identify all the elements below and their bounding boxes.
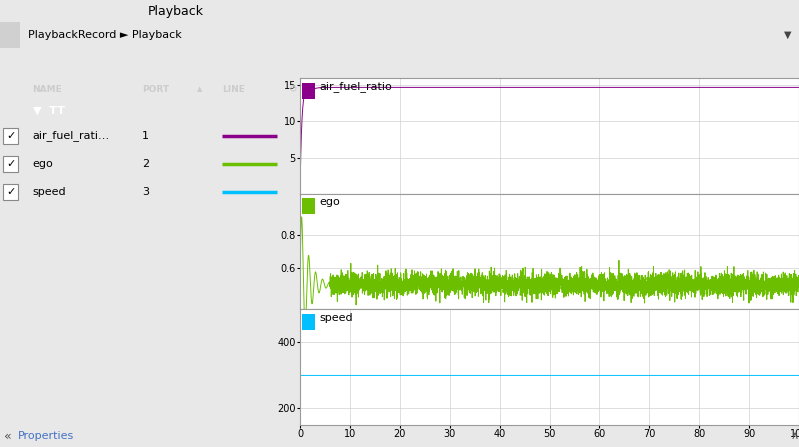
Text: LINE: LINE	[222, 84, 244, 93]
Text: NAME: NAME	[32, 84, 62, 93]
Text: air_fuel_ratio: air_fuel_ratio	[319, 81, 392, 93]
Text: air_fuel_rati…: air_fuel_rati…	[32, 131, 109, 141]
Bar	[3, 156, 18, 173]
Text: ▼: ▼	[784, 30, 791, 40]
Text: ∧: ∧	[790, 431, 798, 441]
Text: ego: ego	[32, 159, 53, 169]
Text: 2: 2	[142, 159, 149, 169]
Bar	[3, 184, 18, 200]
Text: ✓: ✓	[6, 159, 16, 169]
Bar	[303, 83, 315, 99]
Text: PlaybackRecord ► Playback: PlaybackRecord ► Playback	[28, 30, 181, 40]
Text: Playback: Playback	[148, 4, 204, 17]
Bar	[303, 198, 315, 215]
Bar	[0, 22, 20, 48]
Text: ego: ego	[319, 197, 340, 207]
Bar	[0, 78, 22, 425]
Text: ▲: ▲	[197, 86, 202, 92]
Text: 1: 1	[142, 131, 149, 141]
Text: ✓: ✓	[6, 131, 16, 141]
Text: ⚙: ⚙	[288, 84, 296, 94]
Text: ▼  TT: ▼ TT	[33, 106, 66, 116]
Bar	[3, 127, 18, 144]
Text: speed: speed	[32, 187, 66, 197]
Text: Properties: Properties	[18, 431, 74, 441]
Text: speed: speed	[319, 313, 352, 323]
Text: «: «	[4, 430, 12, 443]
Bar	[303, 314, 315, 330]
Text: PORT: PORT	[142, 84, 169, 93]
Text: ✓: ✓	[6, 187, 16, 197]
Text: 3: 3	[142, 187, 149, 197]
